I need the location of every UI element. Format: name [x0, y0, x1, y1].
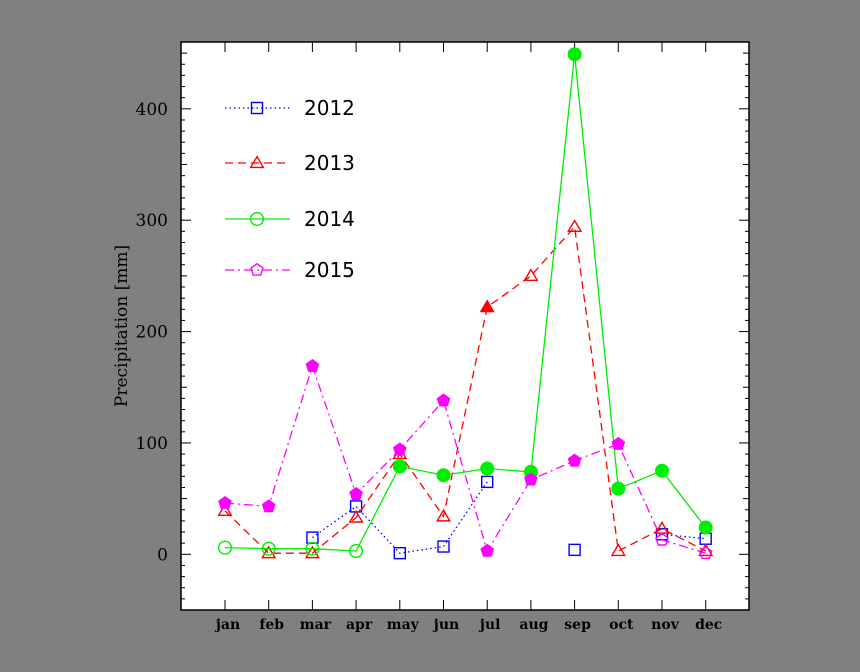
data-point-2013-jul [479, 299, 495, 313]
plot-area [180, 41, 750, 611]
y-tick-label: 200 [136, 323, 168, 343]
data-point-2015-oct [611, 436, 626, 450]
data-point-2015-jul [480, 543, 495, 557]
data-point-2014-mar [305, 541, 320, 556]
data-point-2015-aug [524, 472, 538, 486]
x-tick-label: may [387, 617, 420, 633]
data-point-2015-feb [261, 499, 276, 513]
x-tick-label: feb [259, 617, 284, 633]
x-tick-label: oct [609, 617, 634, 633]
legend-label-2012: 2012 [304, 96, 355, 120]
series-2015 [218, 358, 713, 559]
data-point-2014-jul [480, 461, 495, 476]
data-point-2014-apr [349, 543, 364, 558]
x-tick-label: mar [300, 617, 332, 633]
series-line-2015 [224, 364, 706, 554]
data-point-2013-apr [348, 509, 364, 523]
data-point-2014-sep [567, 47, 582, 62]
tick-labels: 0 100 200 300 400 jan feb mar apr may jun jul aug sep… [136, 100, 723, 633]
data-point-2015-dec [698, 546, 713, 559]
x-tick-label: jul [478, 617, 501, 633]
data-point-2015-may [392, 442, 407, 456]
y-tick-label: 100 [136, 434, 168, 454]
series-line-2014 [224, 54, 707, 552]
x-tick-label: jan [214, 617, 240, 633]
legend-marker-2012 [250, 101, 264, 115]
y-tick-label: 0 [157, 545, 168, 565]
data-point-2013-mar [304, 545, 320, 559]
data-point-2015-mar [305, 358, 320, 372]
data-point-2012-jul [481, 475, 494, 489]
x-tick-label: apr [346, 617, 373, 633]
y-axis-label: Precipitation [mm] [112, 245, 132, 407]
data-point-2015-sep [567, 453, 582, 467]
series-line-2012 [312, 481, 488, 554]
data-point-2012-sep [568, 543, 581, 557]
data-point-2013-sep [567, 219, 583, 233]
legend-marker-2015 [250, 262, 264, 276]
legend-label-2014: 2014 [304, 207, 355, 231]
legend-marker-2014 [249, 211, 265, 227]
data-point-2014-feb [261, 541, 276, 556]
data-point-2013-oct [610, 543, 626, 557]
legend-label-2015: 2015 [304, 258, 355, 282]
data-point-2013-jun [435, 508, 452, 522]
x-tick-label: aug [519, 617, 548, 633]
data-point-2012-jun [437, 540, 450, 553]
data-point-2015-nov [655, 532, 669, 546]
legend: 2012 2013 2014 2015 [225, 96, 355, 282]
data-point-2013-jan [217, 503, 233, 517]
legend-marker-2013 [249, 155, 265, 169]
data-point-2015-jan [218, 495, 232, 509]
data-point-2014-nov [654, 463, 670, 478]
axis-ticks [181, 42, 749, 611]
data-point-2015-jun [436, 393, 451, 407]
data-point-2014-oct [611, 481, 626, 496]
x-tick-label: sep [564, 617, 591, 633]
data-point-2012-may [393, 547, 406, 560]
series-line-2013 [224, 225, 706, 554]
data-point-2014-jan [217, 540, 233, 555]
x-tick-label: dec [695, 617, 722, 633]
y-tick-label: 300 [136, 211, 168, 231]
data-point-2014-dec [698, 520, 713, 535]
x-tick-label: jun [432, 617, 459, 633]
data-point-2013-aug [523, 268, 539, 282]
data-point-2015-apr [349, 486, 363, 500]
series-2013 [217, 219, 714, 559]
legend-label-2013: 2013 [304, 151, 355, 175]
data-point-2013-feb [261, 545, 277, 559]
series-layer [217, 47, 714, 560]
y-tick-label: 400 [136, 100, 168, 120]
data-point-2014-jun [436, 468, 451, 483]
series-line-2012 [661, 533, 706, 540]
data-point-2014-may [392, 459, 407, 474]
x-tick-label: nov [651, 617, 680, 633]
